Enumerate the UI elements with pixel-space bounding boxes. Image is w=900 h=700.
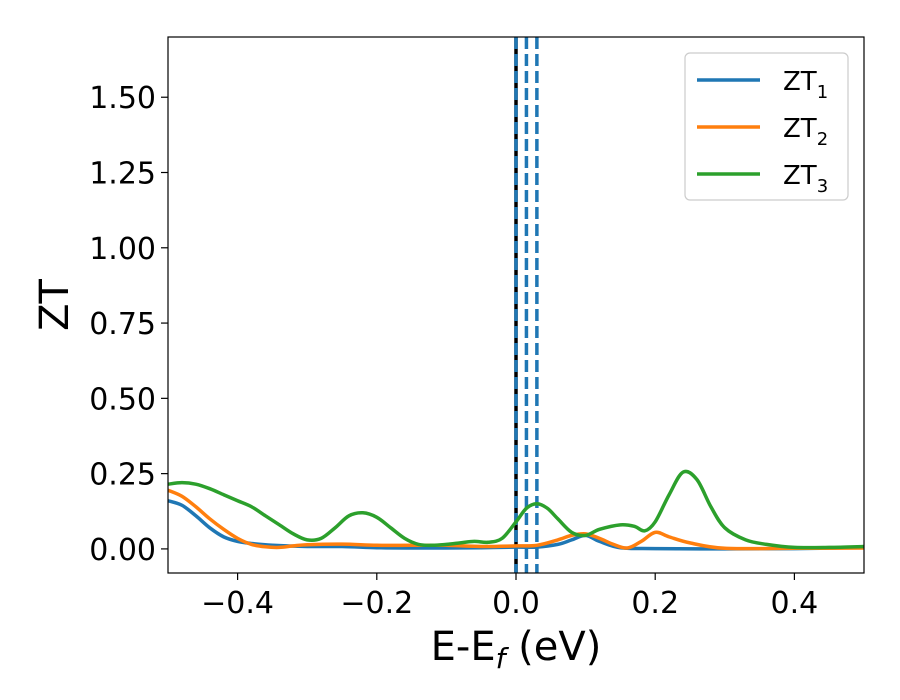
y-tick-label: 0.25: [89, 458, 156, 493]
vertical-lines: [514, 37, 539, 573]
legend-entry: ZT2: [783, 114, 828, 150]
series-line-zt2: [168, 488, 864, 551]
y-tick-label: 0.00: [89, 533, 156, 568]
x-axis-label-unit: (eV): [505, 624, 601, 670]
legend-box: [684, 52, 849, 201]
series-lines: [168, 469, 864, 551]
y-axis: 0.00 0.25 0.50 0.75 1.00 1.25 1.50: [89, 81, 168, 568]
x-axis: −0.4 −0.2 0.0 0.2 0.4: [201, 573, 818, 621]
series-line-zt3: [168, 469, 864, 550]
y-tick-label: 0.50: [89, 382, 156, 417]
x-axis-label: E-Ef (eV): [431, 624, 602, 675]
x-tick-label: 0.2: [631, 586, 679, 621]
x-tick-label: −0.4: [201, 586, 274, 621]
y-axis-label: ZT: [32, 279, 78, 331]
legend: ZT1 ZT2 ZT3: [684, 52, 849, 201]
legend-entry: ZT3: [783, 161, 828, 197]
x-axis-label-main: E-E: [431, 624, 496, 670]
x-tick-label: 0.0: [492, 586, 540, 621]
x-tick-label: −0.2: [340, 586, 413, 621]
y-tick-label: 1.50: [89, 81, 156, 116]
x-tick-label: 0.4: [771, 586, 819, 621]
y-tick-label: 0.75: [89, 307, 156, 342]
legend-entry: ZT1: [783, 67, 828, 103]
y-tick-label: 1.25: [89, 157, 156, 192]
y-tick-label: 1.00: [89, 232, 156, 267]
